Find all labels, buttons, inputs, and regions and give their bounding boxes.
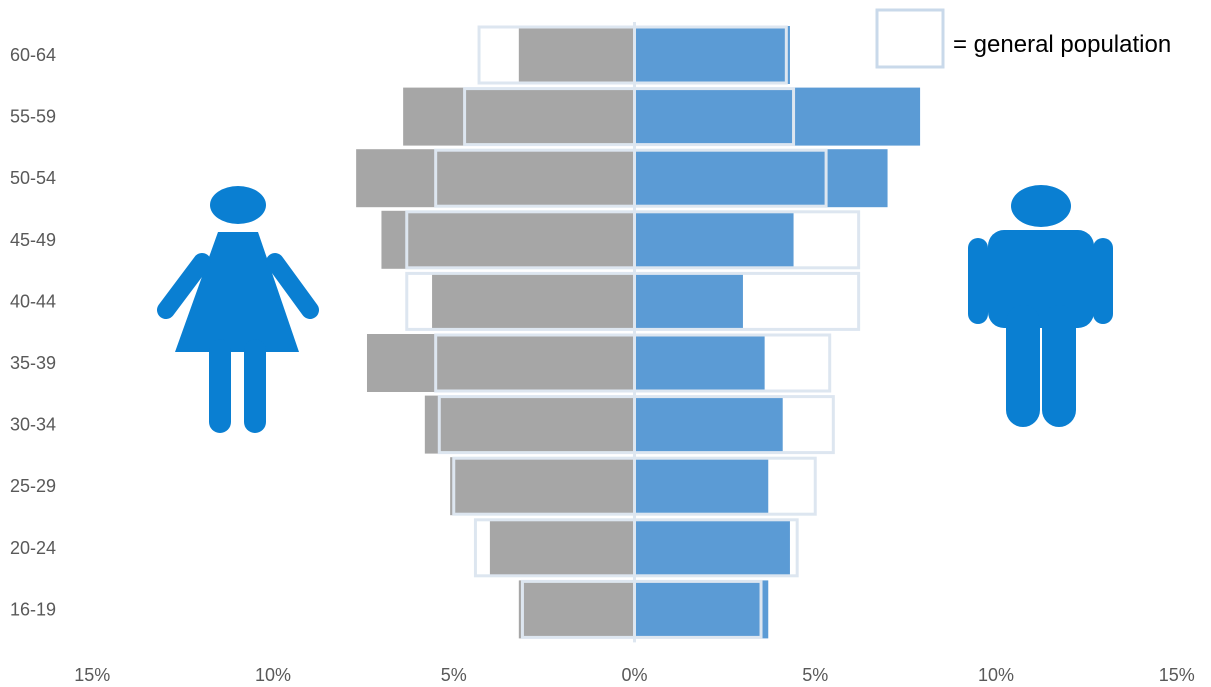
female-figure-icon [157,186,319,433]
y-tick-label: 55-59 [10,107,56,127]
y-tick-label: 35-39 [10,353,56,373]
y-tick-label: 60-64 [10,45,56,65]
legend-label: = general population [953,31,1171,58]
female-bar-50-54 [356,149,635,208]
x-tick-label: 0% [621,665,647,685]
x-axis-labels: 15% 10% 5% 0% 5% 10% 15% [74,665,1195,685]
y-tick-label: 16-19 [10,599,56,619]
female-bar-35-39 [366,334,635,392]
legend: = general population [875,8,1171,69]
x-tick-label: 15% [74,665,110,685]
female-bar-25-29 [450,457,635,516]
female-bar-55-59 [403,87,635,146]
male-bar-20-24 [634,518,790,577]
y-tick-label: 45-49 [10,230,56,250]
x-tick-label: 5% [441,665,467,685]
female-bar-16-19 [518,580,635,639]
female-bar-40-44 [432,272,635,331]
female-bars-group [356,26,635,639]
female-bar-45-49 [381,210,635,269]
y-tick-label: 40-44 [10,291,56,311]
female-bar-20-24 [489,518,635,577]
male-bars-group [634,26,921,639]
male-bar-45-49 [634,210,794,269]
y-tick-label: 20-24 [10,538,56,558]
male-bar-55-59 [634,87,921,146]
y-axis-labels: 16-19 20-24 25-29 30-34 35-39 40-44 45-49 50-54… [10,45,56,619]
male-bar-60-64 [634,26,790,84]
male-bar-40-44 [634,272,743,331]
male-bar-16-19 [634,580,769,639]
y-tick-label: 30-34 [10,415,56,435]
female-bar-60-64 [518,26,635,84]
x-tick-label: 5% [802,665,828,685]
x-tick-label: 10% [978,665,1014,685]
male-bar-30-34 [634,395,783,454]
male-figure-icon [968,185,1113,427]
x-tick-label: 10% [255,665,291,685]
y-tick-label: 25-29 [10,476,56,496]
male-bar-50-54 [634,149,888,208]
y-tick-label: 50-54 [10,168,56,188]
female-bar-30-34 [424,395,635,454]
male-bar-35-39 [634,334,765,392]
male-bar-25-29 [634,457,769,516]
x-tick-label: 15% [1159,665,1195,685]
legend-swatch [875,8,945,69]
